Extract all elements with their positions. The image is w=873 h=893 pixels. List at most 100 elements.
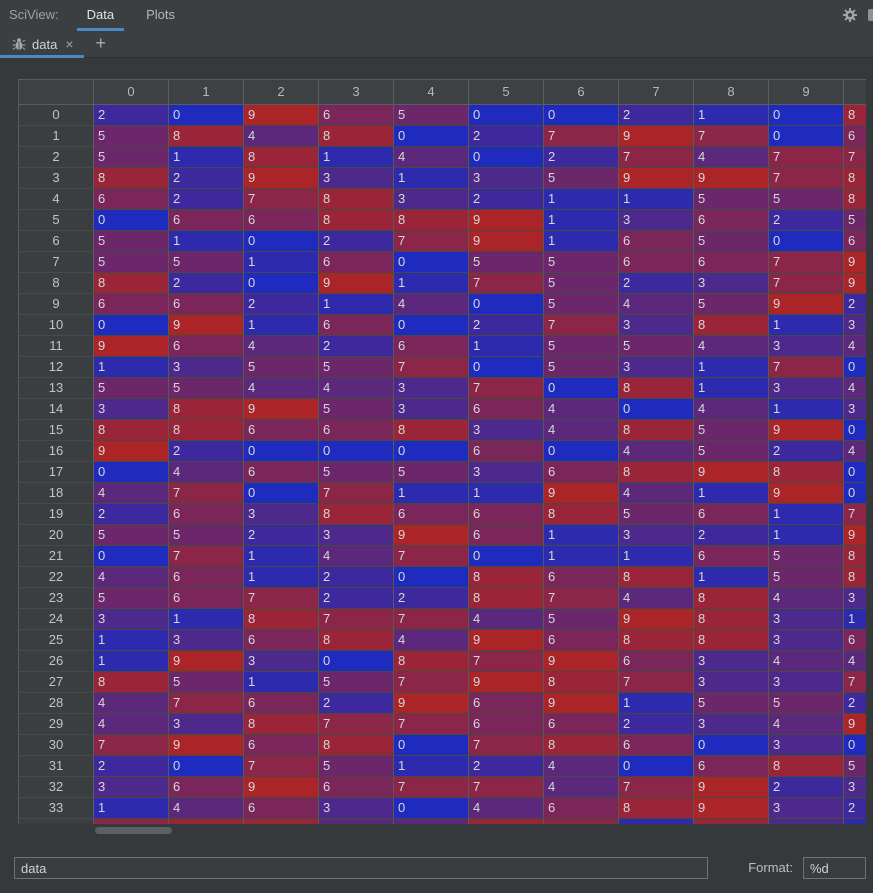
data-cell[interactable]: 8: [544, 504, 619, 525]
data-cell[interactable]: 8: [469, 588, 544, 609]
data-cell[interactable]: 8: [394, 420, 469, 441]
data-cell[interactable]: 8: [394, 210, 469, 231]
data-cell[interactable]: 7: [769, 252, 844, 273]
data-cell[interactable]: 7: [544, 588, 619, 609]
data-cell[interactable]: 1: [769, 399, 844, 420]
data-cell[interactable]: 2: [94, 756, 169, 777]
data-cell[interactable]: 2: [694, 525, 769, 546]
row-header-cell[interactable]: 21: [19, 546, 94, 567]
column-header-cell[interactable]: 2: [244, 80, 319, 105]
data-cell[interactable]: 0: [94, 546, 169, 567]
data-cell[interactable]: 7: [769, 147, 844, 168]
data-cell[interactable]: 0: [544, 378, 619, 399]
data-cell[interactable]: 5: [694, 189, 769, 210]
row-header-cell[interactable]: 16: [19, 441, 94, 462]
data-cell[interactable]: 6: [544, 714, 619, 735]
data-cell[interactable]: 5: [544, 336, 619, 357]
data-cell[interactable]: 3: [694, 651, 769, 672]
data-cell[interactable]: 7: [319, 483, 394, 504]
data-cell[interactable]: 1: [169, 609, 244, 630]
data-cell[interactable]: 9: [244, 105, 319, 126]
data-cell[interactable]: 7: [319, 609, 394, 630]
data-cell[interactable]: 0: [544, 441, 619, 462]
data-cell[interactable]: 0: [469, 105, 544, 126]
data-cell[interactable]: 0: [394, 735, 469, 756]
data-cell[interactable]: 4: [619, 294, 694, 315]
data-cell[interactable]: 7: [394, 231, 469, 252]
data-cell[interactable]: 2: [619, 273, 694, 294]
row-header-cell[interactable]: 6: [19, 231, 94, 252]
row-header-cell[interactable]: 5: [19, 210, 94, 231]
data-cell[interactable]: 8: [319, 126, 394, 147]
data-cell[interactable]: 1: [244, 567, 319, 588]
data-cell[interactable]: 4: [619, 588, 694, 609]
data-cell[interactable]: 2: [319, 336, 394, 357]
data-cell[interactable]: 7: [169, 546, 244, 567]
data-cell[interactable]: 6: [169, 336, 244, 357]
data-cell[interactable]: 4: [694, 147, 769, 168]
data-cell[interactable]: 3: [469, 462, 544, 483]
data-cell[interactable]: 5: [694, 294, 769, 315]
data-cell[interactable]: 9: [394, 693, 469, 714]
data-cell[interactable]: 6: [169, 588, 244, 609]
data-cell[interactable]: 0: [469, 294, 544, 315]
data-cell[interactable]: 5: [769, 546, 844, 567]
data-cell[interactable]: 5: [94, 525, 169, 546]
data-cell[interactable]: 8: [469, 567, 544, 588]
data-cell[interactable]: 3: [769, 609, 844, 630]
data-cell[interactable]: 5: [694, 441, 769, 462]
row-header-cell[interactable]: 13: [19, 378, 94, 399]
data-cell[interactable]: 0: [244, 231, 319, 252]
tab-data[interactable]: Data: [71, 0, 130, 31]
data-cell[interactable]: 9: [169, 315, 244, 336]
data-cell[interactable]: 8: [319, 504, 394, 525]
data-cell[interactable]: 0: [244, 483, 319, 504]
data-cell[interactable]: 4: [244, 378, 319, 399]
row-header-cell[interactable]: 22: [19, 567, 94, 588]
column-header-cell[interactable]: 5: [469, 80, 544, 105]
data-cell[interactable]: 7: [469, 273, 544, 294]
row-header-cell[interactable]: 11: [19, 336, 94, 357]
data-cell[interactable]: 1: [244, 315, 319, 336]
data-cell[interactable]: 9: [244, 399, 319, 420]
data-cell[interactable]: 5: [769, 567, 844, 588]
data-cell[interactable]: 5: [544, 609, 619, 630]
data-cell[interactable]: 8: [94, 672, 169, 693]
data-cell[interactable]: 4: [94, 567, 169, 588]
data-cell[interactable]: 2: [394, 588, 469, 609]
column-header-cell[interactable]: 0: [94, 80, 169, 105]
column-header-cell[interactable]: 8: [694, 80, 769, 105]
data-cell[interactable]: 1: [244, 672, 319, 693]
data-cell[interactable]: 5: [544, 294, 619, 315]
data-cell[interactable]: 9: [769, 294, 844, 315]
data-cell[interactable]: 4: [169, 798, 244, 819]
data-cell[interactable]: 9: [844, 714, 866, 735]
data-cell[interactable]: 4: [469, 609, 544, 630]
data-cell[interactable]: 5: [769, 189, 844, 210]
data-cell[interactable]: 5: [169, 525, 244, 546]
data-cell[interactable]: 5: [94, 378, 169, 399]
data-cell[interactable]: 0: [469, 147, 544, 168]
data-cell[interactable]: 1: [319, 294, 394, 315]
row-header-cell[interactable]: 4: [19, 189, 94, 210]
data-cell[interactable]: 4: [619, 441, 694, 462]
data-cell[interactable]: 8: [619, 798, 694, 819]
data-cell[interactable]: 0: [544, 105, 619, 126]
data-cell[interactable]: 4: [244, 126, 319, 147]
data-cell[interactable]: 6: [544, 462, 619, 483]
data-cell[interactable]: 3: [844, 315, 866, 336]
data-cell[interactable]: 6: [394, 336, 469, 357]
data-cell[interactable]: 1: [694, 483, 769, 504]
data-cell[interactable]: 2: [544, 147, 619, 168]
data-cell[interactable]: 6: [319, 252, 394, 273]
data-cell[interactable]: 7: [244, 756, 319, 777]
data-cell[interactable]: 9: [169, 735, 244, 756]
data-cell[interactable]: 8: [544, 672, 619, 693]
data-cell[interactable]: 2: [319, 231, 394, 252]
data-cell[interactable]: 3: [244, 504, 319, 525]
data-cell[interactable]: 0: [319, 651, 394, 672]
tab-plots[interactable]: Plots: [130, 0, 191, 31]
data-cell[interactable]: 3: [244, 651, 319, 672]
data-cell[interactable]: 1: [769, 315, 844, 336]
data-cell[interactable]: 3: [769, 336, 844, 357]
